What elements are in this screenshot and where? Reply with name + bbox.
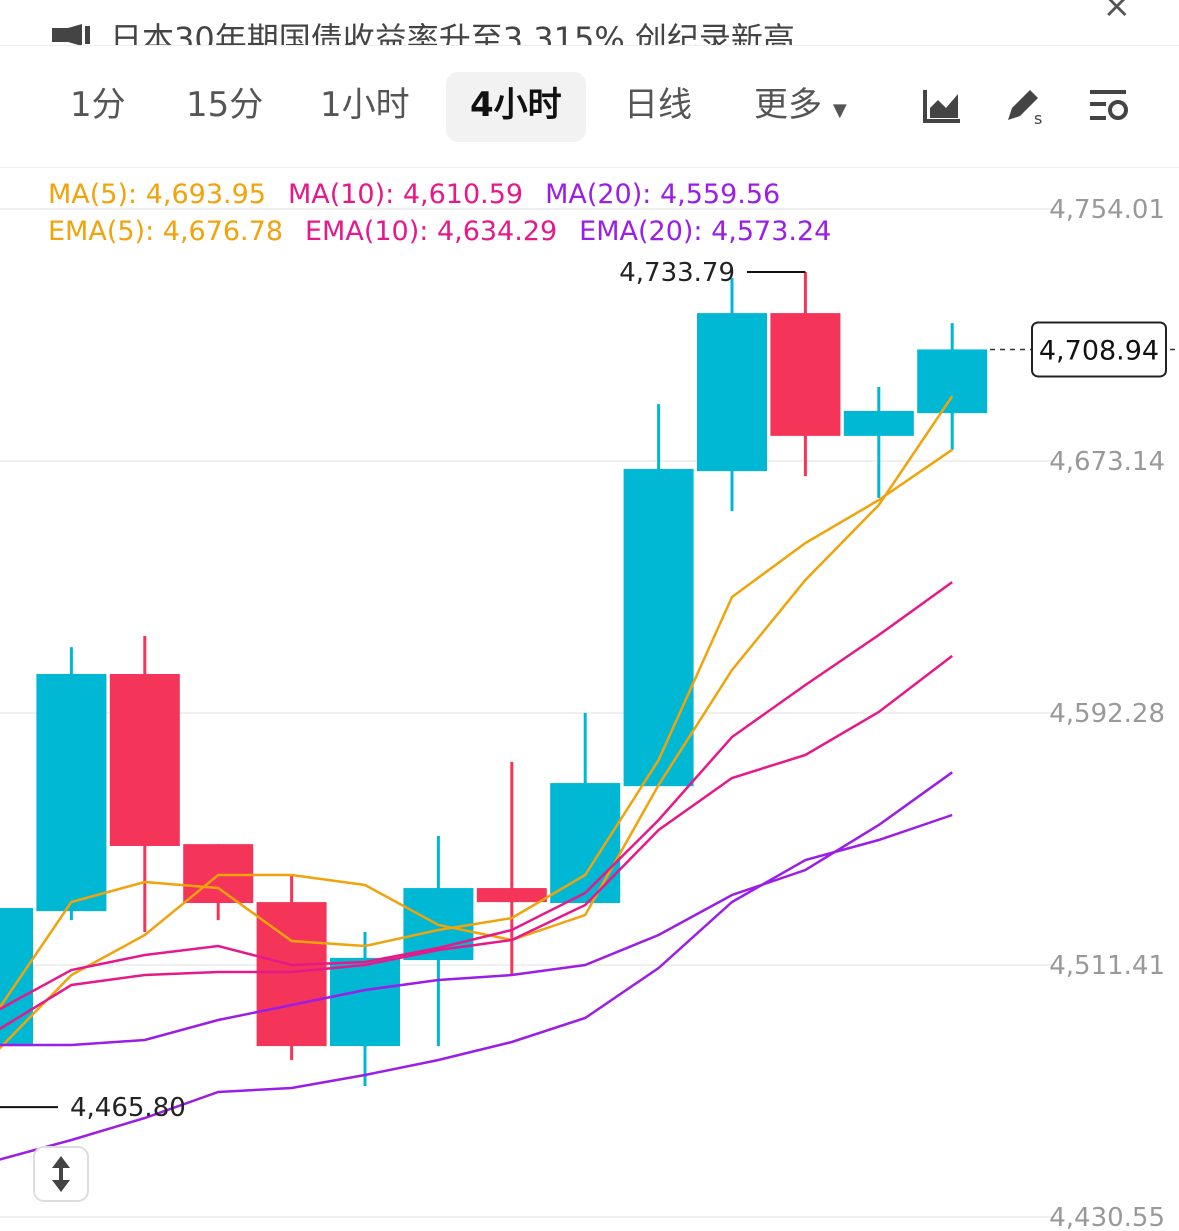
ma-line xyxy=(0,581,953,1011)
tab[interactable]: 日线 xyxy=(624,85,692,125)
legend-n: EMA(20) xyxy=(579,216,711,247)
ma-line xyxy=(0,395,954,1050)
tab[interactable]: 15分 xyxy=(186,85,264,125)
legend: MA(5)4,693.95 MA(10)4,610.59 MA(20)4,559.5… xyxy=(48,176,853,250)
legend-v: 4,573.24 xyxy=(711,216,832,247)
legend-v: 4,693.95 xyxy=(145,179,266,210)
toolbar: 1分 15分 1小时 4小时 日线 更多 ▼ s xyxy=(0,46,1179,168)
legend-v: 4,610.59 xyxy=(402,179,524,210)
legend-v: 4,559.56 xyxy=(659,179,781,210)
candle-body xyxy=(623,468,694,787)
legend-n: MA(5) xyxy=(48,179,146,210)
ma-line xyxy=(0,654,953,1031)
candle-body xyxy=(917,349,988,414)
scale-toggle[interactable] xyxy=(33,1146,89,1202)
high-marker-label: 4,733.79 xyxy=(619,258,735,288)
candle-body xyxy=(476,888,547,903)
legend-n: MA(20) xyxy=(545,179,660,210)
y-tick-label: 4,673.14 xyxy=(1049,447,1165,477)
y-tick-label: 4,430.55 xyxy=(1049,1203,1165,1231)
tab[interactable]: 1分 xyxy=(70,85,126,125)
candle-body xyxy=(697,313,767,472)
y-tick-label: 4,754.01 xyxy=(1049,195,1165,225)
candle-body xyxy=(109,673,180,847)
low-marker-label: 4,465.80 xyxy=(70,1093,186,1123)
y-tick-label: 4,511.41 xyxy=(1049,951,1165,981)
candle-body xyxy=(770,313,841,436)
legend-n: MA(10) xyxy=(288,179,403,210)
tab[interactable]: 4小时 xyxy=(446,72,586,142)
legend-v: 4,634.29 xyxy=(436,216,558,247)
legend-n: EMA(5) xyxy=(48,216,163,247)
y-tick-label: 4,592.28 xyxy=(1049,699,1165,729)
svg-text:s: s xyxy=(1034,109,1042,126)
close-button[interactable]: × xyxy=(1102,0,1132,26)
last-price-box xyxy=(1031,321,1167,378)
ma-line xyxy=(0,771,953,1047)
tab-label: 更多 xyxy=(754,85,822,125)
legend-n: EMA(10) xyxy=(305,216,437,247)
speaker-icon xyxy=(52,24,90,45)
candle-body xyxy=(330,957,400,1047)
candle-body xyxy=(36,673,107,912)
ma-line xyxy=(0,448,953,1010)
news-title[interactable]: 日本30年期国债收益率升至3.315% 创纪录新高 xyxy=(110,20,795,46)
candle-body xyxy=(256,902,327,1047)
candle-body xyxy=(843,410,914,436)
news-header: 日本30年期国债收益率升至3.315% 创纪录新高 × xyxy=(0,0,1179,46)
last-price-label: 4,708.94 xyxy=(1039,335,1159,366)
candle-body xyxy=(550,783,621,904)
candle-body xyxy=(0,908,33,1047)
chart-type-icon[interactable] xyxy=(922,88,962,124)
ma-line xyxy=(0,813,953,1161)
draw-icon[interactable]: s xyxy=(1004,86,1048,126)
tab[interactable]: 更多 ▼ xyxy=(754,85,847,125)
tab[interactable]: 1小时 xyxy=(320,85,410,125)
settings-icon[interactable] xyxy=(1088,88,1130,124)
legend-v: 4,676.78 xyxy=(162,216,283,247)
